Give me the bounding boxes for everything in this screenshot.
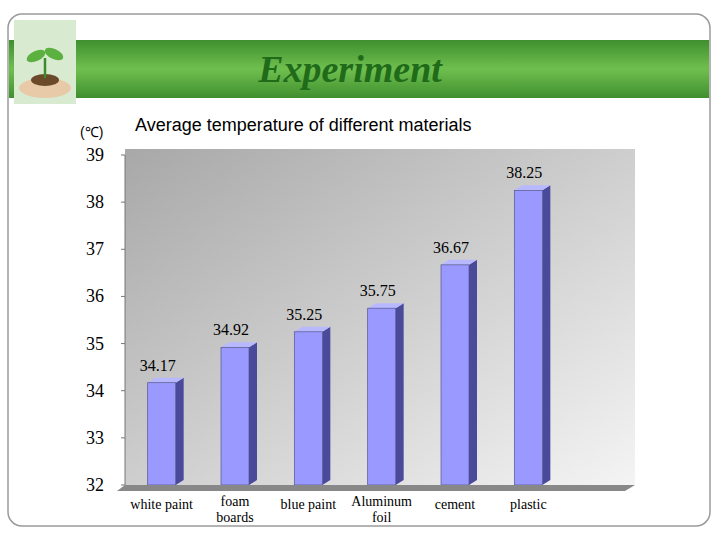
bar-top	[514, 185, 550, 190]
y-tick-label: 32	[86, 475, 104, 495]
bar-top	[148, 378, 184, 383]
slide-frame	[8, 14, 710, 526]
y-axis-line	[125, 155, 126, 485]
y-tick-label: 33	[86, 428, 104, 448]
bars	[148, 185, 551, 485]
slide-title: Experiment	[257, 48, 443, 90]
y-tick-label: 37	[86, 239, 104, 259]
header-band	[9, 40, 709, 98]
labels: 34.17 34.92 35.25 35.75 36.67 38.25 white pain…	[130, 164, 546, 525]
bar-side	[542, 185, 550, 485]
plant-icon	[14, 20, 76, 104]
bar	[368, 308, 396, 485]
x-tick-label: Aluminumfoil	[351, 494, 412, 525]
bar-side	[176, 378, 184, 485]
y-tick	[121, 390, 125, 391]
y-tick-label: 39	[86, 145, 104, 165]
data-label: 38.25	[506, 164, 542, 181]
bar-side	[469, 260, 477, 485]
label-line: foam	[221, 494, 250, 509]
bar-top	[221, 342, 257, 347]
y-axis-label: (℃)	[80, 124, 103, 140]
bar-side	[249, 342, 257, 485]
y-tick	[121, 249, 125, 250]
label-line: Aluminum	[351, 494, 412, 509]
x-tick-label: blue paint	[281, 497, 337, 512]
bar-side	[396, 303, 404, 485]
x-tick-label: foamboards	[216, 494, 253, 525]
stem	[44, 58, 47, 78]
label-line: boards	[216, 510, 253, 525]
y-tick	[121, 155, 125, 156]
plot-background	[125, 149, 635, 485]
leaf	[25, 47, 47, 65]
chart-title: Average temperature of different materia…	[135, 115, 472, 135]
bar	[148, 383, 176, 485]
x-tick-label: white paint	[130, 497, 193, 512]
y-tick-label: 34	[86, 381, 104, 401]
y-tick-label: 38	[86, 192, 104, 212]
slide: Experiment Average temperature of differe…	[0, 0, 720, 540]
bar-top	[441, 260, 477, 265]
leaf	[43, 45, 65, 63]
bar	[441, 265, 469, 485]
x-tick-label: plastic	[510, 497, 547, 512]
bar	[514, 190, 542, 485]
y-tick-label: 35	[86, 334, 104, 354]
icon-bg	[14, 20, 76, 104]
data-label: 36.67	[433, 239, 469, 256]
y-tick-label: 36	[86, 286, 104, 306]
bar	[294, 332, 322, 485]
label-line: foil	[372, 510, 392, 525]
y-tick	[121, 437, 125, 438]
bar-side	[322, 327, 330, 485]
bar-top	[294, 327, 330, 332]
bar-top	[368, 303, 404, 308]
data-label: 35.75	[360, 282, 396, 299]
data-label: 34.92	[213, 321, 249, 338]
bar	[221, 347, 249, 485]
data-label: 35.25	[286, 306, 322, 323]
y-tick	[121, 485, 125, 486]
y-tick	[121, 296, 125, 297]
data-label: 34.17	[140, 357, 176, 374]
y-tick	[121, 202, 125, 203]
plot-floor	[117, 485, 635, 491]
x-tick-label: cement	[435, 497, 476, 512]
y-tick	[121, 343, 125, 344]
